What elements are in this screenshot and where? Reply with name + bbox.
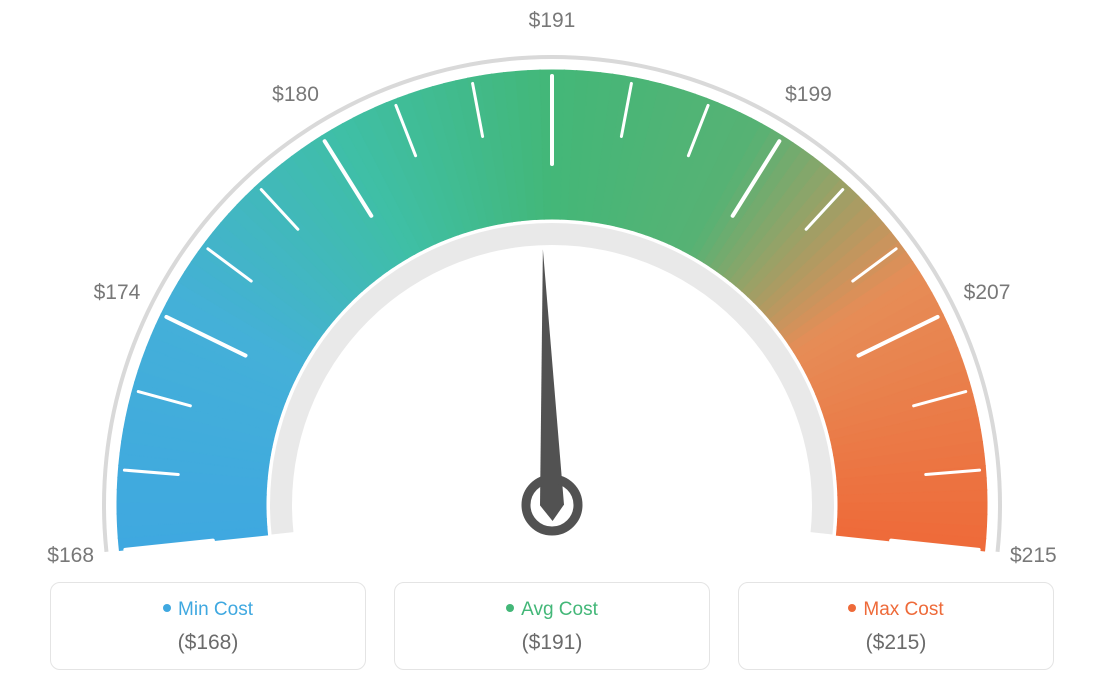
legend-title-text-avg: Avg Cost [521, 599, 598, 620]
legend-card-avg: Avg Cost ($191) [394, 582, 710, 670]
cost-gauge-chart: $168 $174 $180 $191 $199 $207 $215 Min Cost ($… [0, 0, 1104, 690]
gauge-tick-label: $180 [272, 83, 319, 107]
legend-card-max: Max Cost ($215) [738, 582, 1054, 670]
legend-title-text-min: Min Cost [178, 599, 253, 620]
legend-row: Min Cost ($168) Avg Cost ($191) Max Cost… [50, 582, 1054, 670]
legend-value-avg: ($191) [395, 631, 709, 655]
legend-card-min: Min Cost ($168) [50, 582, 366, 670]
gauge-tick-label: $168 [47, 544, 94, 568]
legend-title-max: Max Cost [739, 599, 1053, 621]
gauge-area: $168$174$180$191$199$207$215 [0, 0, 1104, 560]
legend-dot-avg [506, 604, 514, 612]
legend-value-min: ($168) [51, 631, 365, 655]
legend-title-min: Min Cost [51, 599, 365, 621]
gauge-tick-label: $215 [1010, 544, 1057, 568]
gauge-tick-label: $207 [964, 281, 1011, 305]
legend-title-avg: Avg Cost [395, 599, 709, 621]
gauge-svg [0, 0, 1104, 560]
legend-value-max: ($215) [739, 631, 1053, 655]
legend-dot-max [848, 604, 856, 612]
legend-title-text-max: Max Cost [863, 599, 943, 620]
gauge-tick-label: $191 [529, 9, 576, 33]
gauge-tick-label: $174 [94, 281, 141, 305]
gauge-tick-label: $199 [785, 83, 832, 107]
legend-dot-min [163, 604, 171, 612]
